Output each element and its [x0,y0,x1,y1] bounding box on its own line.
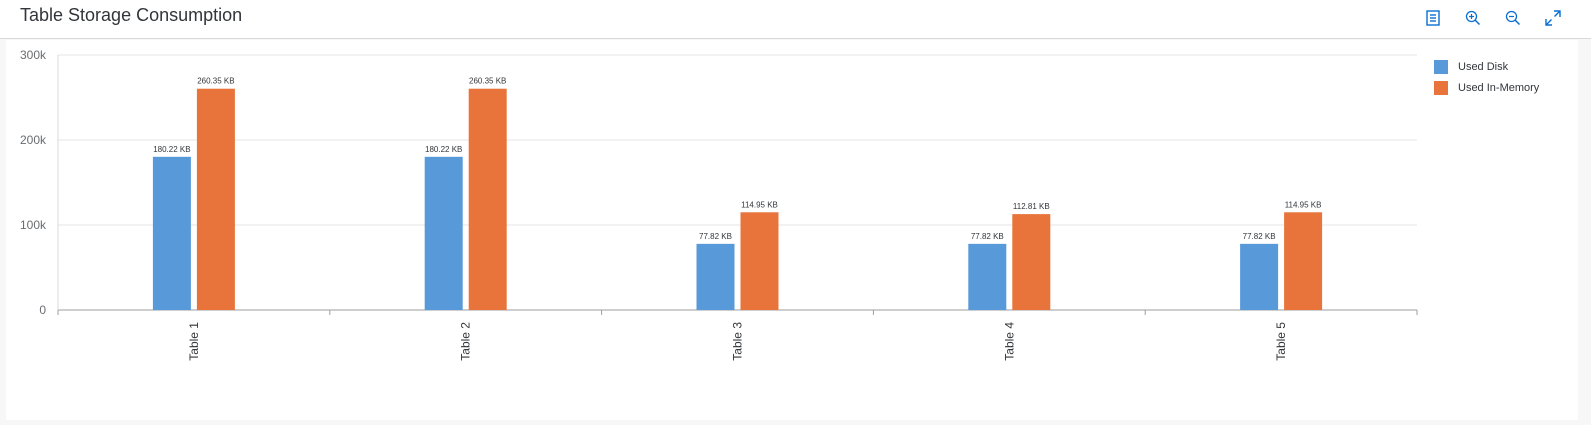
bar-used-in-memory[interactable] [740,212,779,310]
bar-chart: 0 100k 200k 300k 180.22 KB 260.35 KB Table 1 18… [20,48,1418,361]
bar-used-in-memory[interactable] [1012,214,1051,310]
y-tick-label: 0 [39,303,46,317]
data-label: 114.95 KB [1285,200,1322,209]
data-label: 77.82 KB [1243,232,1276,241]
zoom-out-icon [1505,10,1521,26]
bar-used-disk[interactable] [1240,243,1279,310]
table-view-icon [1426,10,1440,26]
x-tick-label: Table 4 [1002,322,1016,361]
data-label: 260.35 KB [197,77,234,86]
chart-toolbar [1419,6,1567,30]
legend-label: Used In-Memory [1458,81,1540,94]
x-tick-label: Table 5 [1274,322,1288,361]
fullscreen-button[interactable] [1539,6,1567,30]
x-tick-label: Table 1 [187,322,201,361]
bar-used-in-memory[interactable] [196,88,235,310]
bar-used-disk[interactable] [424,156,463,310]
zoom-in-button[interactable] [1459,6,1487,30]
bar-used-in-memory[interactable] [468,88,507,310]
data-label: 114.95 KB [741,200,778,209]
data-label: 180.22 KB [425,145,462,154]
table-view-button[interactable] [1419,6,1447,30]
chart-legend: Used Disk Used In-Memory [1434,56,1539,98]
data-label: 112.81 KB [1013,202,1050,211]
x-tick-label: Table 2 [459,322,473,361]
y-tick-label: 200k [20,133,47,147]
legend-item[interactable]: Used In-Memory [1434,77,1539,98]
bar-used-in-memory[interactable] [1284,212,1323,310]
chart-header: Table Storage Consumption [0,0,1591,39]
data-label: 77.82 KB [971,232,1004,241]
y-tick-label: 100k [20,218,47,232]
bar-used-disk[interactable] [152,156,191,310]
legend-label: Used Disk [1458,60,1509,73]
fullscreen-icon [1545,10,1561,26]
chart-area: 0 100k 200k 300k 180.22 KB 260.35 KB Table 1 18… [6,40,1578,420]
y-tick-label: 300k [20,48,47,62]
data-label: 77.82 KB [699,232,732,241]
bar-used-disk[interactable] [968,243,1007,310]
data-label: 260.35 KB [469,77,506,86]
x-tick-label: Table 3 [731,322,745,361]
legend-swatch [1434,80,1448,95]
legend-swatch [1434,59,1448,74]
data-label: 180.22 KB [153,145,190,154]
page-title: Table Storage Consumption [20,5,243,25]
legend-item[interactable]: Used Disk [1434,56,1539,77]
bar-used-disk[interactable] [696,243,735,310]
zoom-in-icon [1465,10,1481,26]
zoom-out-button[interactable] [1499,6,1527,30]
